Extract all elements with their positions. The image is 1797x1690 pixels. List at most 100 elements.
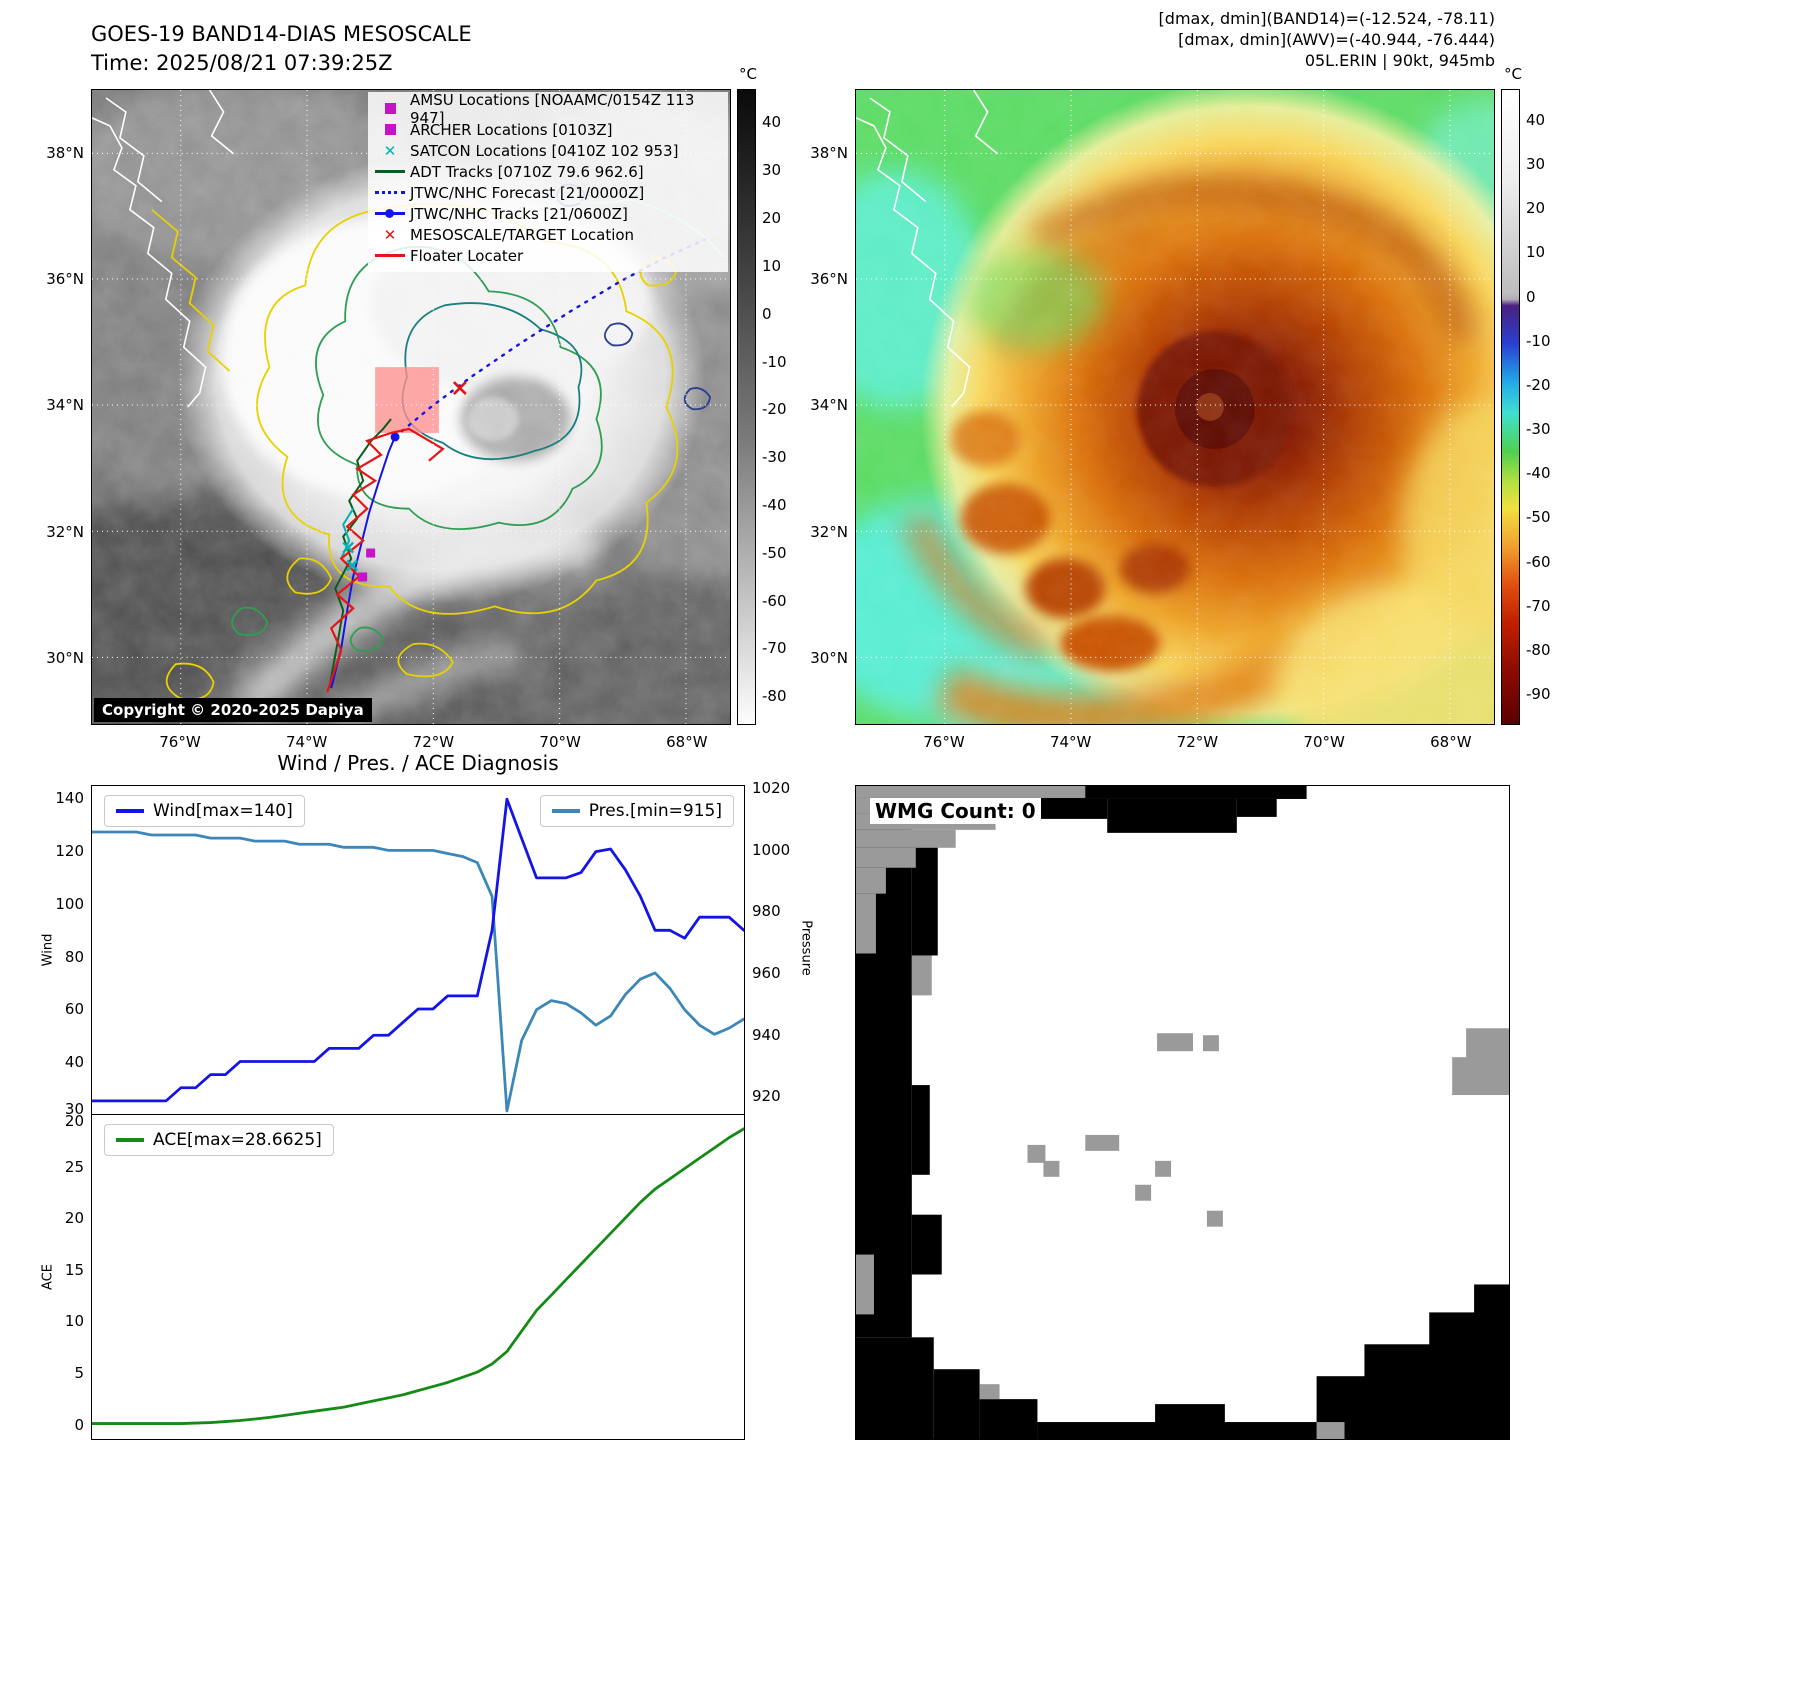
coastline: [856, 90, 999, 408]
lat-tick-label: 34°N: [810, 396, 848, 415]
band14-colorbar-tick: 30: [762, 161, 782, 180]
awv-colorbar-tick: -20: [1526, 375, 1551, 394]
awv-colorbar-tick: 0: [1526, 287, 1536, 306]
wind-pressure-plot: [92, 797, 744, 1113]
awv-colorbar-tick: 20: [1526, 199, 1546, 218]
wind-legend-label: Wind[max=140]: [153, 801, 293, 821]
band14-colorbar-tick: -40: [762, 496, 787, 515]
band14-colorbar-tick: -20: [762, 400, 787, 419]
lat-tick-label: 38°N: [810, 143, 848, 162]
ace-ytick: 25: [64, 1157, 84, 1176]
awv-gridlines: [856, 90, 1494, 724]
lon-tick-label: 70°W: [539, 733, 581, 751]
pressure-ytick: 1000: [752, 840, 791, 859]
pressure-ytick: 960: [752, 964, 781, 983]
awv-colorbar: [1501, 89, 1520, 725]
awv-colorbar-tick: 40: [1526, 110, 1546, 129]
pressure-ytick: 980: [752, 902, 781, 921]
legend-item-tracks: JTWC/NHC Tracks [21/0600Z]: [370, 204, 724, 223]
legend-item-amsu: AMSU Locations [NOAAMC/0154Z 113 947]: [370, 91, 724, 127]
ace-ytick: 0: [74, 1415, 84, 1434]
band14-title: GOES-19 BAND14-DIAS MESOSCALE: [91, 22, 472, 46]
lon-tick-label: 70°W: [1303, 733, 1345, 751]
green-line-icon: [375, 170, 405, 173]
awv-colorbar-unit: °C: [1504, 65, 1522, 83]
ace-chart: ACE[max=28.6625]: [91, 1115, 745, 1440]
legend-label: MESOSCALE/TARGET Location: [410, 225, 635, 244]
band14-colorbar-unit: °C: [739, 65, 757, 83]
diagnosis-title: Wind / Pres. / ACE Diagnosis: [277, 751, 559, 775]
awv-colorbar-tick: -40: [1526, 464, 1551, 483]
wind-legend: Wind[max=140]: [104, 795, 305, 827]
legend-item-satcon: ✕ SATCON Locations [0410Z 102 953]: [370, 141, 724, 160]
ace-legend-label: ACE[max=28.6625]: [153, 1130, 322, 1150]
wind-ytick: 80: [64, 947, 84, 966]
copyright-badge: Copyright © 2020-2025 Dapiya: [94, 698, 372, 722]
green-line-icon: [116, 1138, 144, 1142]
band14-colorbar-tick: -50: [762, 543, 787, 562]
storm-id-intensity: 05L.ERIN | 90kt, 945mb: [1304, 51, 1495, 70]
dmax-dmin-band14: [dmax, dmin](BAND14)=(-12.524, -78.11): [1158, 9, 1495, 28]
wind-ytick: 20: [64, 1112, 84, 1130]
band14-colorbar-tick: 20: [762, 209, 782, 228]
legend-item-target: ✕ MESOSCALE/TARGET Location: [370, 225, 724, 244]
band14-colorbar-tick: 40: [762, 113, 782, 132]
lon-tick-label: 68°W: [666, 733, 708, 751]
mesoscale-target-x: [452, 381, 467, 395]
legend-label: ADT Tracks [0710Z 79.6 962.6]: [410, 162, 644, 181]
legend-item-floater: Floater Locater: [370, 246, 724, 265]
ace-ytick: 20: [64, 1209, 84, 1228]
lat-tick-label: 38°N: [46, 143, 84, 162]
awv-colorbar-tick: 30: [1526, 155, 1546, 174]
floater-track-line: [326, 427, 445, 693]
band14-colorbar-tick: 10: [762, 256, 782, 275]
ace-legend: ACE[max=28.6625]: [104, 1124, 334, 1156]
lat-tick-label: 34°N: [46, 396, 84, 415]
lon-tick-label: 74°W: [285, 733, 328, 751]
awv-map-panel: [855, 89, 1495, 725]
lat-tick-label: 36°N: [810, 269, 848, 288]
band14-colorbar-tick: -10: [762, 352, 787, 371]
lat-tick-label: 32°N: [810, 522, 848, 541]
satcon-x-markers: [342, 541, 359, 572]
legend-item-archer: ARCHER Locations [0103Z]: [370, 120, 724, 139]
legend-label: SATCON Locations [0410Z 102 953]: [410, 141, 679, 160]
ace-ytick: 15: [64, 1260, 84, 1279]
red-line-icon: [375, 254, 405, 257]
wind-ytick: 140: [55, 789, 84, 808]
band14-map-panel: AMSU Locations [NOAAMC/0154Z 113 947] AR…: [91, 89, 731, 725]
magenta-square-icon: [384, 124, 396, 135]
lat-tick-label: 30°N: [810, 649, 848, 668]
lat-tick-label: 30°N: [46, 649, 84, 668]
band14-legend: AMSU Locations [NOAAMC/0154Z 113 947] AR…: [368, 91, 728, 272]
magenta-square-icon: [384, 103, 396, 114]
pressure-legend: Pres.[min=915]: [539, 795, 734, 827]
band14-time: Time: 2025/08/21 07:39:25Z: [91, 51, 393, 75]
ace-ytick: 10: [64, 1312, 84, 1331]
ace-ytick: 5: [74, 1363, 84, 1382]
blue-line-icon: [116, 809, 144, 813]
legend-label: JTWC/NHC Tracks [21/0600Z]: [410, 204, 628, 223]
jtwc-current-position-dot: [390, 432, 400, 442]
awv-header-block: [dmax, dmin](BAND14)=(-12.524, -78.11) […: [1159, 8, 1495, 71]
pressure-ytick: 1020: [752, 779, 791, 798]
lon-tick-label: 76°W: [159, 733, 201, 751]
wind-pressure-chart: Wind[max=140] Pres.[min=915]: [91, 785, 745, 1115]
lon-tick-label: 76°W: [923, 733, 965, 751]
dmax-dmin-awv: [dmax, dmin](AWV)=(-40.944, -76.444): [1178, 30, 1495, 49]
lat-tick-label: 32°N: [46, 522, 84, 541]
lon-tick-label: 72°W: [1176, 733, 1219, 751]
lon-tick-label: 68°W: [1430, 733, 1472, 751]
awv-colorbar-tick: -50: [1526, 508, 1551, 527]
mesoscale-target-box: [375, 367, 439, 433]
awv-colorbar-tick: -90: [1526, 685, 1551, 704]
ace-ytick: 30: [64, 1100, 84, 1118]
legend-label: AMSU Locations [NOAAMC/0154Z 113 947]: [410, 90, 695, 127]
awv-colorbar-tick: -30: [1526, 420, 1551, 439]
band14-colorbar: [737, 89, 756, 725]
band14-title-block: GOES-19 BAND14-DIAS MESOSCALE Time: 2025…: [91, 20, 472, 78]
amsu-archer-markers: [358, 548, 376, 582]
band14-colorbar-tick: -60: [762, 591, 787, 610]
wind-ytick: 100: [55, 894, 84, 913]
legend-label: JTWC/NHC Forecast [21/0000Z]: [410, 183, 645, 202]
